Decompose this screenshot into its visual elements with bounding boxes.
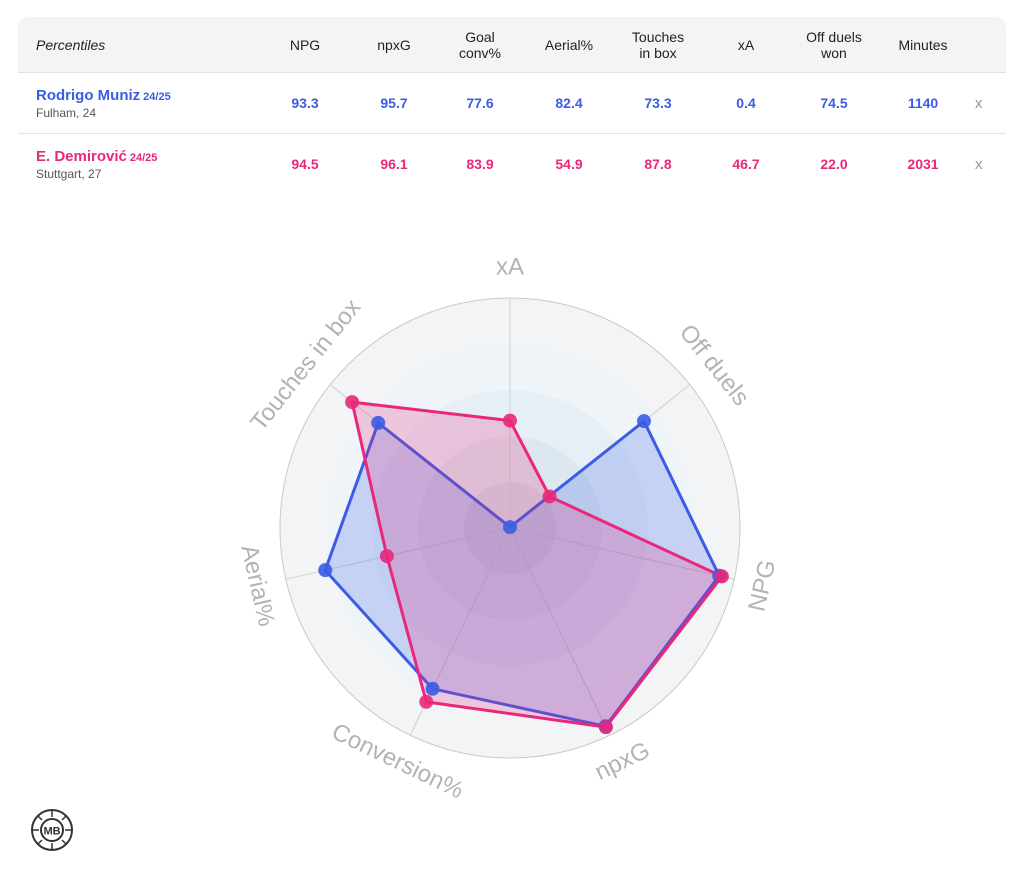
radar-series-2-point-1: [542, 489, 557, 504]
radar-axis-label-0: xA: [496, 253, 524, 280]
player-2-off-duels-won: 22.0: [820, 156, 848, 172]
player-1-npg: 93.3: [291, 95, 319, 111]
radar-series-1-point-1: [636, 414, 651, 429]
column-aerial: Aerial%: [544, 36, 594, 53]
logo-text: MB: [43, 826, 60, 838]
player-2-name: E. Demirović: [36, 147, 127, 165]
radar-series-1-area: [323, 419, 721, 728]
radar-axis-label-5: Aerial%: [235, 542, 280, 629]
player-2-season: 24/25: [129, 151, 158, 164]
percentiles-label: Percentiles: [36, 36, 106, 53]
column-goal-conv: Goal conv%: [458, 28, 502, 61]
table-header: Percentiles NPG npxG Goal conv% Aerial% …: [18, 17, 1006, 73]
table-row-player-2[interactable]: E. Demirović 24/25 Stuttgart, 27 94.5 96.…: [18, 134, 1006, 194]
remove-player-1-button[interactable]: x: [975, 94, 983, 112]
player-1-off-duels-won: 74.5: [820, 95, 848, 111]
player-1-aerial: 82.4: [555, 95, 583, 111]
radar-series-2-point-3: [598, 720, 613, 735]
radar-series-2-point-0: [503, 413, 517, 428]
radar-series-2-point-2: [714, 569, 729, 584]
radar-series-2-point-4: [419, 694, 434, 709]
column-off-duels-won: Off duels won: [806, 28, 862, 61]
player-1-xa: 0.4: [736, 95, 756, 111]
remove-player-2-button[interactable]: x: [975, 155, 983, 173]
player-1-npxg: 95.7: [380, 95, 408, 111]
player-2-info: Stuttgart, 27: [36, 166, 102, 181]
player-2-xa: 46.7: [732, 156, 760, 172]
radar-series-2-point-5: [379, 549, 394, 564]
table-row-player-1[interactable]: Rodrigo Muniz 24/25 Fulham, 24 93.3 95.7 …: [18, 73, 1006, 134]
player-2-minutes: 2031: [907, 156, 939, 172]
radar-series-1-point-4: [425, 681, 440, 696]
player-1-name-cell: Rodrigo Muniz 24/25 Fulham, 24: [36, 73, 171, 133]
radar-series-2-point-6: [345, 395, 360, 410]
radar-axis-label-3: npxG: [591, 737, 654, 786]
radar-axis-label-2: NPG: [743, 557, 781, 614]
radar-spoke: [509, 527, 735, 580]
player-2-npg: 94.5: [291, 156, 319, 172]
column-xa: xA: [737, 36, 755, 53]
player-1-name: Rodrigo Muniz: [36, 86, 141, 104]
player-2-goal-conv: 83.9: [466, 156, 494, 172]
player-1-touches-in-box: 73.3: [644, 95, 672, 111]
mb-logo: MB: [31, 809, 73, 851]
percentiles-table: Percentiles NPG npxG Goal conv% Aerial% …: [18, 17, 1006, 194]
radar-series-1-point-6: [371, 415, 386, 430]
player-1-goal-conv: 77.6: [466, 95, 494, 111]
player-2-touches-in-box: 87.8: [644, 156, 672, 172]
column-minutes: Minutes: [898, 36, 948, 53]
radar-series-1-point-5: [318, 563, 333, 578]
player-2-npxg: 96.1: [380, 156, 408, 172]
player-1-info: Fulham, 24: [36, 105, 97, 120]
player-2-aerial: 54.9: [555, 156, 583, 172]
radar-series-1-point-0: [503, 520, 517, 535]
player-2-name-cell: E. Demirović 24/25 Stuttgart, 27: [36, 134, 157, 194]
player-1-season: 24/25: [143, 90, 171, 103]
column-touches-in-box: Touches in box: [631, 28, 685, 61]
column-npxg: npxG: [377, 36, 411, 53]
radar-spoke: [509, 527, 611, 736]
player-1-minutes: 1140: [907, 95, 939, 111]
radar-series-2-area: [350, 400, 724, 729]
column-npg: NPG: [289, 36, 321, 53]
